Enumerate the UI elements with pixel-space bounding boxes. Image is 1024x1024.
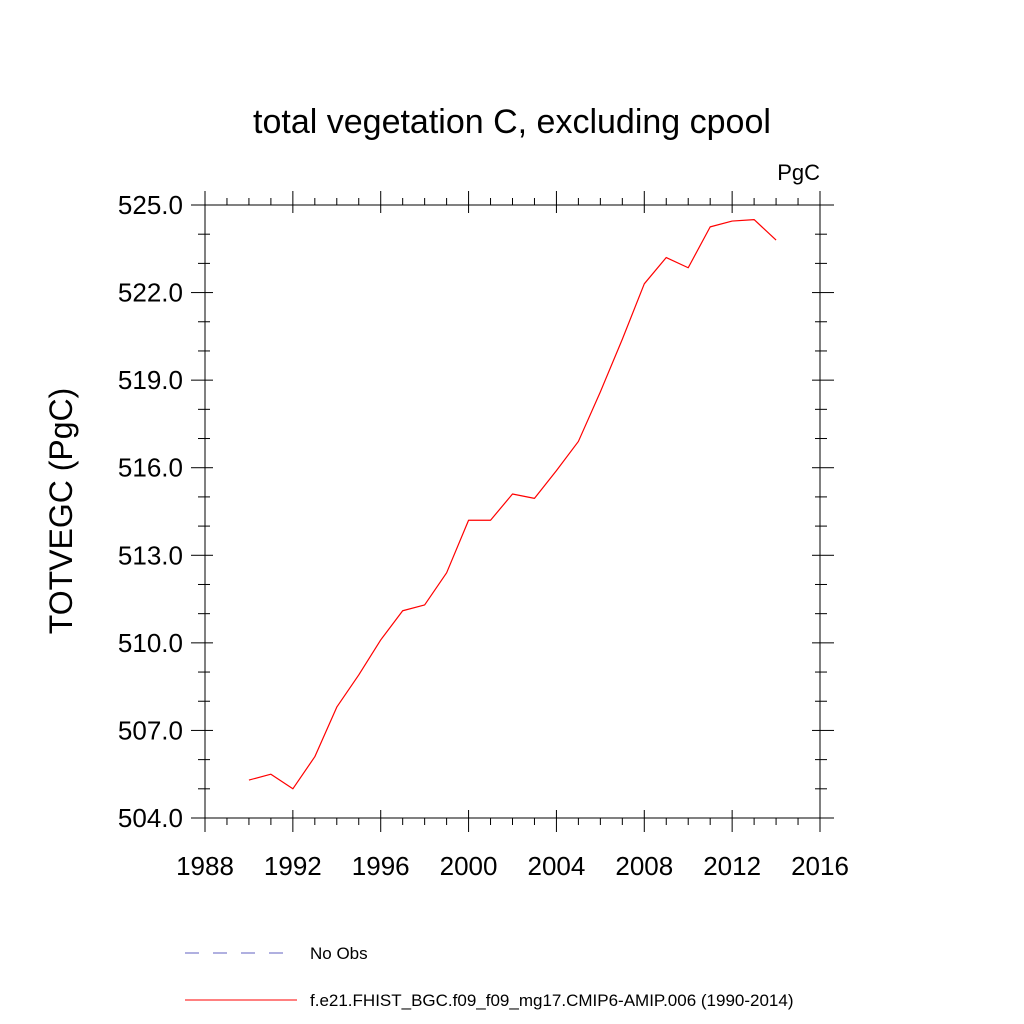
y-tick-label: 504.0 — [118, 803, 183, 833]
x-tick-label: 1988 — [176, 851, 234, 881]
y-tick-label: 507.0 — [118, 715, 183, 745]
legend: No Obs f.e21.FHIST_BGC.f09_f09_mg17.CMIP6… — [185, 944, 794, 1010]
axis-ticks — [191, 191, 834, 832]
y-tick-label: 513.0 — [118, 540, 183, 570]
legend-label: No Obs — [310, 944, 368, 963]
y-tick-label: 519.0 — [118, 365, 183, 395]
y-tick-label: 510.0 — [118, 628, 183, 658]
y-tick-label: 516.0 — [118, 453, 183, 483]
x-tick-label: 1996 — [352, 851, 410, 881]
legend-label: f.e21.FHIST_BGC.f09_f09_mg17.CMIP6-AMIP.… — [310, 991, 794, 1010]
units-label: PgC — [777, 160, 820, 185]
y-axis-label: TOTVEGC (PgC) — [43, 388, 79, 635]
y-tick-label: 522.0 — [118, 278, 183, 308]
x-tick-label: 2008 — [615, 851, 673, 881]
x-tick-label: 2000 — [440, 851, 498, 881]
series-group — [248, 219, 777, 790]
chart-title: total vegetation C, excluding cpool — [253, 103, 771, 141]
x-tick-label: 2016 — [791, 851, 849, 881]
x-tick-label: 2012 — [703, 851, 761, 881]
x-tick-label: 2004 — [528, 851, 586, 881]
plot-frame — [204, 204, 821, 819]
y-tick-label: 525.0 — [118, 190, 183, 220]
series-line — [248, 219, 777, 790]
y-tick-labels: 504.0 507.0 510.0 513.0 516.0 519.0 522.0 525.0 — [118, 190, 183, 833]
x-tick-label: 1992 — [264, 851, 322, 881]
x-tick-labels: 1988 1992 1996 2000 2004 2008 2012 2016 — [176, 851, 849, 881]
